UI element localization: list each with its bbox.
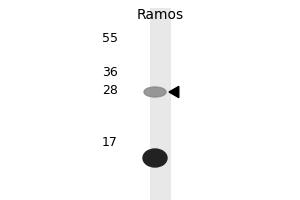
Text: Ramos: Ramos [137, 8, 184, 22]
Text: 55: 55 [102, 31, 118, 45]
Text: 28: 28 [102, 84, 118, 97]
Polygon shape [169, 86, 179, 98]
Text: 36: 36 [102, 66, 118, 78]
Text: 17: 17 [102, 136, 118, 150]
Ellipse shape [143, 149, 167, 167]
Bar [150, 8, 171, 200]
Ellipse shape [144, 87, 166, 97]
